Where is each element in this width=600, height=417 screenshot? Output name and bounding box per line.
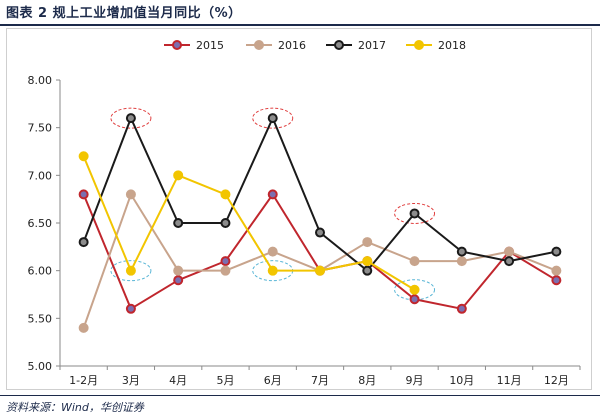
data-point-2015	[173, 275, 184, 286]
legend-label-2018: 2018	[438, 39, 466, 52]
highlight-ellipse	[394, 202, 436, 224]
data-point-2017	[315, 227, 325, 238]
data-point-2016	[409, 256, 420, 267]
highlight-ellipse	[110, 260, 152, 282]
data-point-2017	[78, 237, 89, 248]
data-point-2018	[315, 265, 325, 276]
legend-marker-2018	[414, 40, 424, 50]
legend-label-2016: 2016	[278, 39, 306, 52]
data-point-2016	[173, 265, 184, 276]
data-point-2017	[409, 208, 420, 219]
data-point-2016	[267, 246, 278, 257]
y-tick-label: 8.00	[28, 74, 53, 87]
data-point-2015	[456, 303, 467, 314]
data-point-2016	[220, 265, 231, 276]
data-point-2015	[78, 189, 89, 200]
legend: 2015 2016 2017 2018	[164, 39, 466, 52]
source-note: 资料来源：Wind，华创证券	[6, 401, 144, 414]
x-tick-label: 12月	[544, 374, 569, 387]
data-point-2018	[125, 265, 136, 276]
legend-marker-2016	[254, 40, 264, 50]
x-tick-label: 3月	[122, 374, 140, 387]
data-point-2017	[125, 113, 136, 124]
series-group	[78, 113, 562, 333]
y-tick-label: 6.50	[28, 217, 53, 230]
data-point-2017	[551, 246, 562, 257]
data-point-2018	[409, 284, 420, 295]
legend-label-2017: 2017	[358, 39, 386, 52]
data-point-2018	[173, 170, 184, 181]
x-tick-label: 11月	[497, 374, 522, 387]
series-line-2016	[82, 193, 557, 329]
y-tick-label: 7.50	[28, 122, 53, 135]
data-point-2015	[267, 189, 278, 200]
highlight-ellipse	[252, 107, 294, 129]
x-tick-label: 6月	[264, 374, 282, 387]
highlight-ellipse	[394, 279, 436, 301]
chart-frame	[6, 28, 592, 390]
x-tick-label: 1-2月	[69, 374, 98, 387]
data-point-2015	[125, 303, 136, 314]
data-point-2016	[551, 265, 562, 276]
data-point-2015	[409, 294, 420, 305]
series-line-2017	[82, 117, 557, 272]
x-tick-label: 8月	[358, 374, 376, 387]
data-point-2017	[504, 256, 515, 267]
x-tick-label: 9月	[406, 374, 424, 387]
legend-label-2015: 2015	[196, 39, 224, 52]
highlight-ellipse	[110, 107, 152, 129]
legend-marker-2017	[334, 40, 344, 50]
data-point-2017	[173, 218, 184, 228]
data-point-2015	[551, 275, 562, 286]
title-divider	[0, 24, 600, 26]
data-point-2018	[267, 265, 278, 276]
data-point-2016	[456, 256, 467, 267]
x-tick-label: 7月	[311, 374, 329, 387]
data-point-2017	[267, 113, 278, 124]
y-tick-label: 7.00	[28, 169, 53, 182]
data-point-2016	[362, 237, 373, 248]
legend-marker-2015	[172, 40, 182, 50]
y-tick-label: 5.00	[28, 360, 53, 373]
x-tick-label: 4月	[169, 374, 187, 387]
y-tick-label: 6.00	[28, 265, 53, 278]
data-point-2016	[78, 322, 89, 333]
data-point-2016	[125, 189, 136, 200]
data-point-2017	[220, 218, 231, 228]
data-point-2017	[456, 246, 467, 257]
figure-title-bar: 图表 2 规上工业增加值当月同比（%）	[0, 0, 600, 26]
data-point-2018	[78, 151, 89, 162]
series-line-2015	[82, 193, 557, 310]
axes-group: 5.00 5.50 6.00 6.50 7.00 7.50 8.00 1-2月 3月 4月 5月 6月…	[28, 74, 581, 387]
series-line-2018	[82, 155, 416, 291]
data-point-2018	[362, 256, 373, 267]
data-point-2018	[220, 189, 231, 200]
x-tick-label: 10月	[449, 374, 474, 387]
data-point-2017	[362, 265, 373, 276]
x-tick-label: 5月	[216, 374, 234, 387]
data-point-2015	[220, 256, 231, 267]
data-point-2016	[504, 246, 515, 257]
y-tick-label: 5.50	[28, 312, 53, 325]
figure-title: 图表 2 规上工业增加值当月同比（%）	[6, 6, 242, 21]
source-divider	[0, 395, 600, 396]
